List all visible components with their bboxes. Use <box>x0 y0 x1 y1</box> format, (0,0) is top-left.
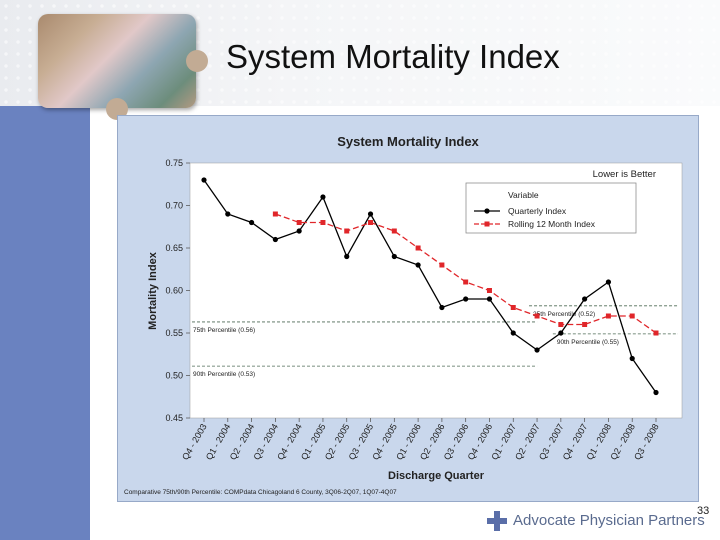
reference-line-label: 90th Percentile (0.53) <box>193 371 255 378</box>
legend-marker <box>484 208 490 214</box>
y-tick-label: 0.70 <box>165 201 183 211</box>
data-point-rolling <box>534 313 540 319</box>
data-point-rolling <box>605 313 611 319</box>
data-point-quarterly <box>534 347 540 353</box>
data-point-rolling <box>463 279 469 285</box>
data-point-quarterly <box>391 253 397 260</box>
data-point-rolling <box>415 245 421 251</box>
data-point-rolling <box>510 305 516 310</box>
data-point-quarterly <box>582 296 588 302</box>
reference-line-label: 25th Percentile (0.52) <box>533 311 595 318</box>
data-point-quarterly <box>248 219 255 226</box>
data-point-rolling <box>391 228 397 234</box>
chart-legend: Variable <box>465 182 637 234</box>
data-point-rolling <box>629 313 635 319</box>
y-tick-label: 0.60 <box>165 286 183 296</box>
data-point-quarterly <box>201 177 207 183</box>
data-point-rolling <box>486 288 492 293</box>
data-point-rolling <box>296 220 302 225</box>
chart-title: System Mortality Index <box>337 134 479 149</box>
data-point-quarterly <box>605 279 612 285</box>
legend-entry-label: Quarterly Index <box>508 206 567 216</box>
data-point-quarterly <box>272 236 278 243</box>
y-axis-label: Mortality Index <box>147 251 159 330</box>
y-tick-label: 0.65 <box>165 243 183 253</box>
reference-line-label: 90th Percentile (0.55) <box>557 339 619 346</box>
reference-line-label: 75th Percentile (0.56) <box>193 327 255 334</box>
data-point-rolling <box>344 228 350 234</box>
puzzle-photo-image <box>38 14 208 120</box>
data-point-quarterly <box>463 296 469 302</box>
data-point-quarterly <box>225 211 231 217</box>
slide-title: System Mortality Index <box>226 38 560 75</box>
note-lower-is-better: Lower is Better <box>593 169 656 180</box>
chart-panel: System Mortality Index Mortality Index D… <box>117 115 699 502</box>
data-point-rolling <box>272 211 278 217</box>
data-point-rolling <box>320 220 326 225</box>
data-point-rolling <box>439 262 445 268</box>
data-point-quarterly <box>415 262 421 268</box>
data-point-rolling <box>558 322 564 327</box>
data-point-quarterly <box>629 355 635 362</box>
y-tick-label: 0.50 <box>165 371 183 381</box>
data-point-quarterly <box>439 304 445 311</box>
data-point-quarterly <box>558 330 564 336</box>
legend-box <box>465 182 637 234</box>
data-point-quarterly <box>486 296 493 302</box>
logo-text: Advocate Physician Partners <box>513 512 705 529</box>
y-tick-label: 0.75 <box>165 158 183 168</box>
data-point-quarterly <box>367 211 374 217</box>
data-point-quarterly <box>510 330 516 336</box>
advocate-logo: Advocate Physician Partners <box>487 509 705 533</box>
data-point-quarterly <box>653 389 659 396</box>
data-point-quarterly <box>344 253 350 260</box>
left-accent-bar <box>0 106 90 540</box>
y-tick-label: 0.45 <box>165 413 183 423</box>
legend-marker <box>484 221 490 227</box>
chart-footnote: Comparative 75th/90th Percentile: COMPda… <box>124 489 397 496</box>
data-point-rolling <box>653 330 659 336</box>
mortality-chart: System Mortality Index Mortality Index D… <box>124 134 683 496</box>
puzzle-tab-bottom <box>106 98 128 120</box>
page-number: 33 <box>697 505 710 517</box>
data-point-rolling <box>368 220 374 225</box>
legend-title: Variable <box>508 190 539 200</box>
data-point-quarterly <box>320 194 326 200</box>
y-tick-label: 0.55 <box>165 328 183 338</box>
data-point-quarterly <box>296 228 302 234</box>
puzzle-tab-right <box>186 50 208 72</box>
x-axis-label: Discharge Quarter <box>388 470 485 482</box>
data-point-rolling <box>582 322 588 327</box>
legend-entry-label: Rolling 12 Month Index <box>508 219 596 229</box>
logo-cross-icon <box>487 511 507 531</box>
series-line-quarterly <box>203 179 657 393</box>
